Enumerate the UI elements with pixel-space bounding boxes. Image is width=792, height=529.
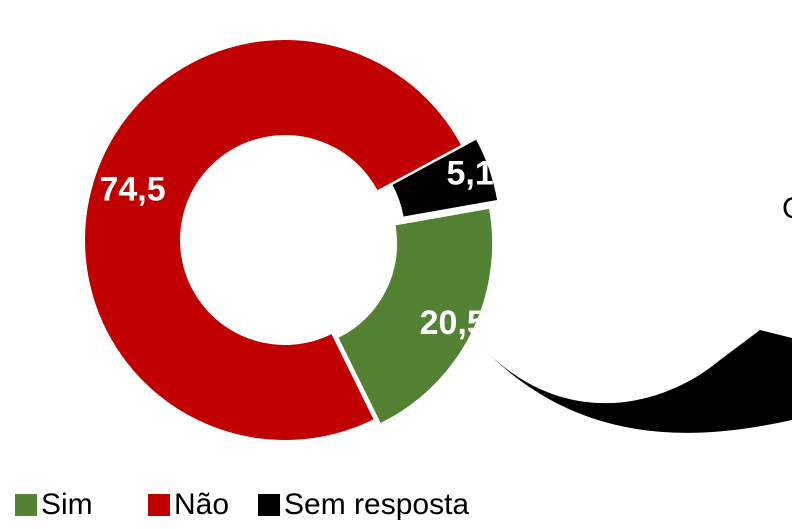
data-label: 20,5 [420, 304, 486, 342]
annotation: C [782, 192, 792, 225]
legend-label: Sem resposta [284, 488, 469, 521]
legend-swatch [258, 494, 280, 516]
legend-swatch [15, 494, 37, 516]
donut-segment [84, 39, 462, 441]
legend-label: Não [174, 488, 229, 521]
legend-swatch [148, 494, 170, 516]
donut-segment [392, 139, 498, 217]
legend-label: Sim [41, 488, 93, 521]
arrow [480, 330, 792, 433]
data-label: 74,5 [99, 170, 165, 208]
donut-segment [338, 208, 493, 423]
data-label: 5,1 [446, 155, 493, 193]
